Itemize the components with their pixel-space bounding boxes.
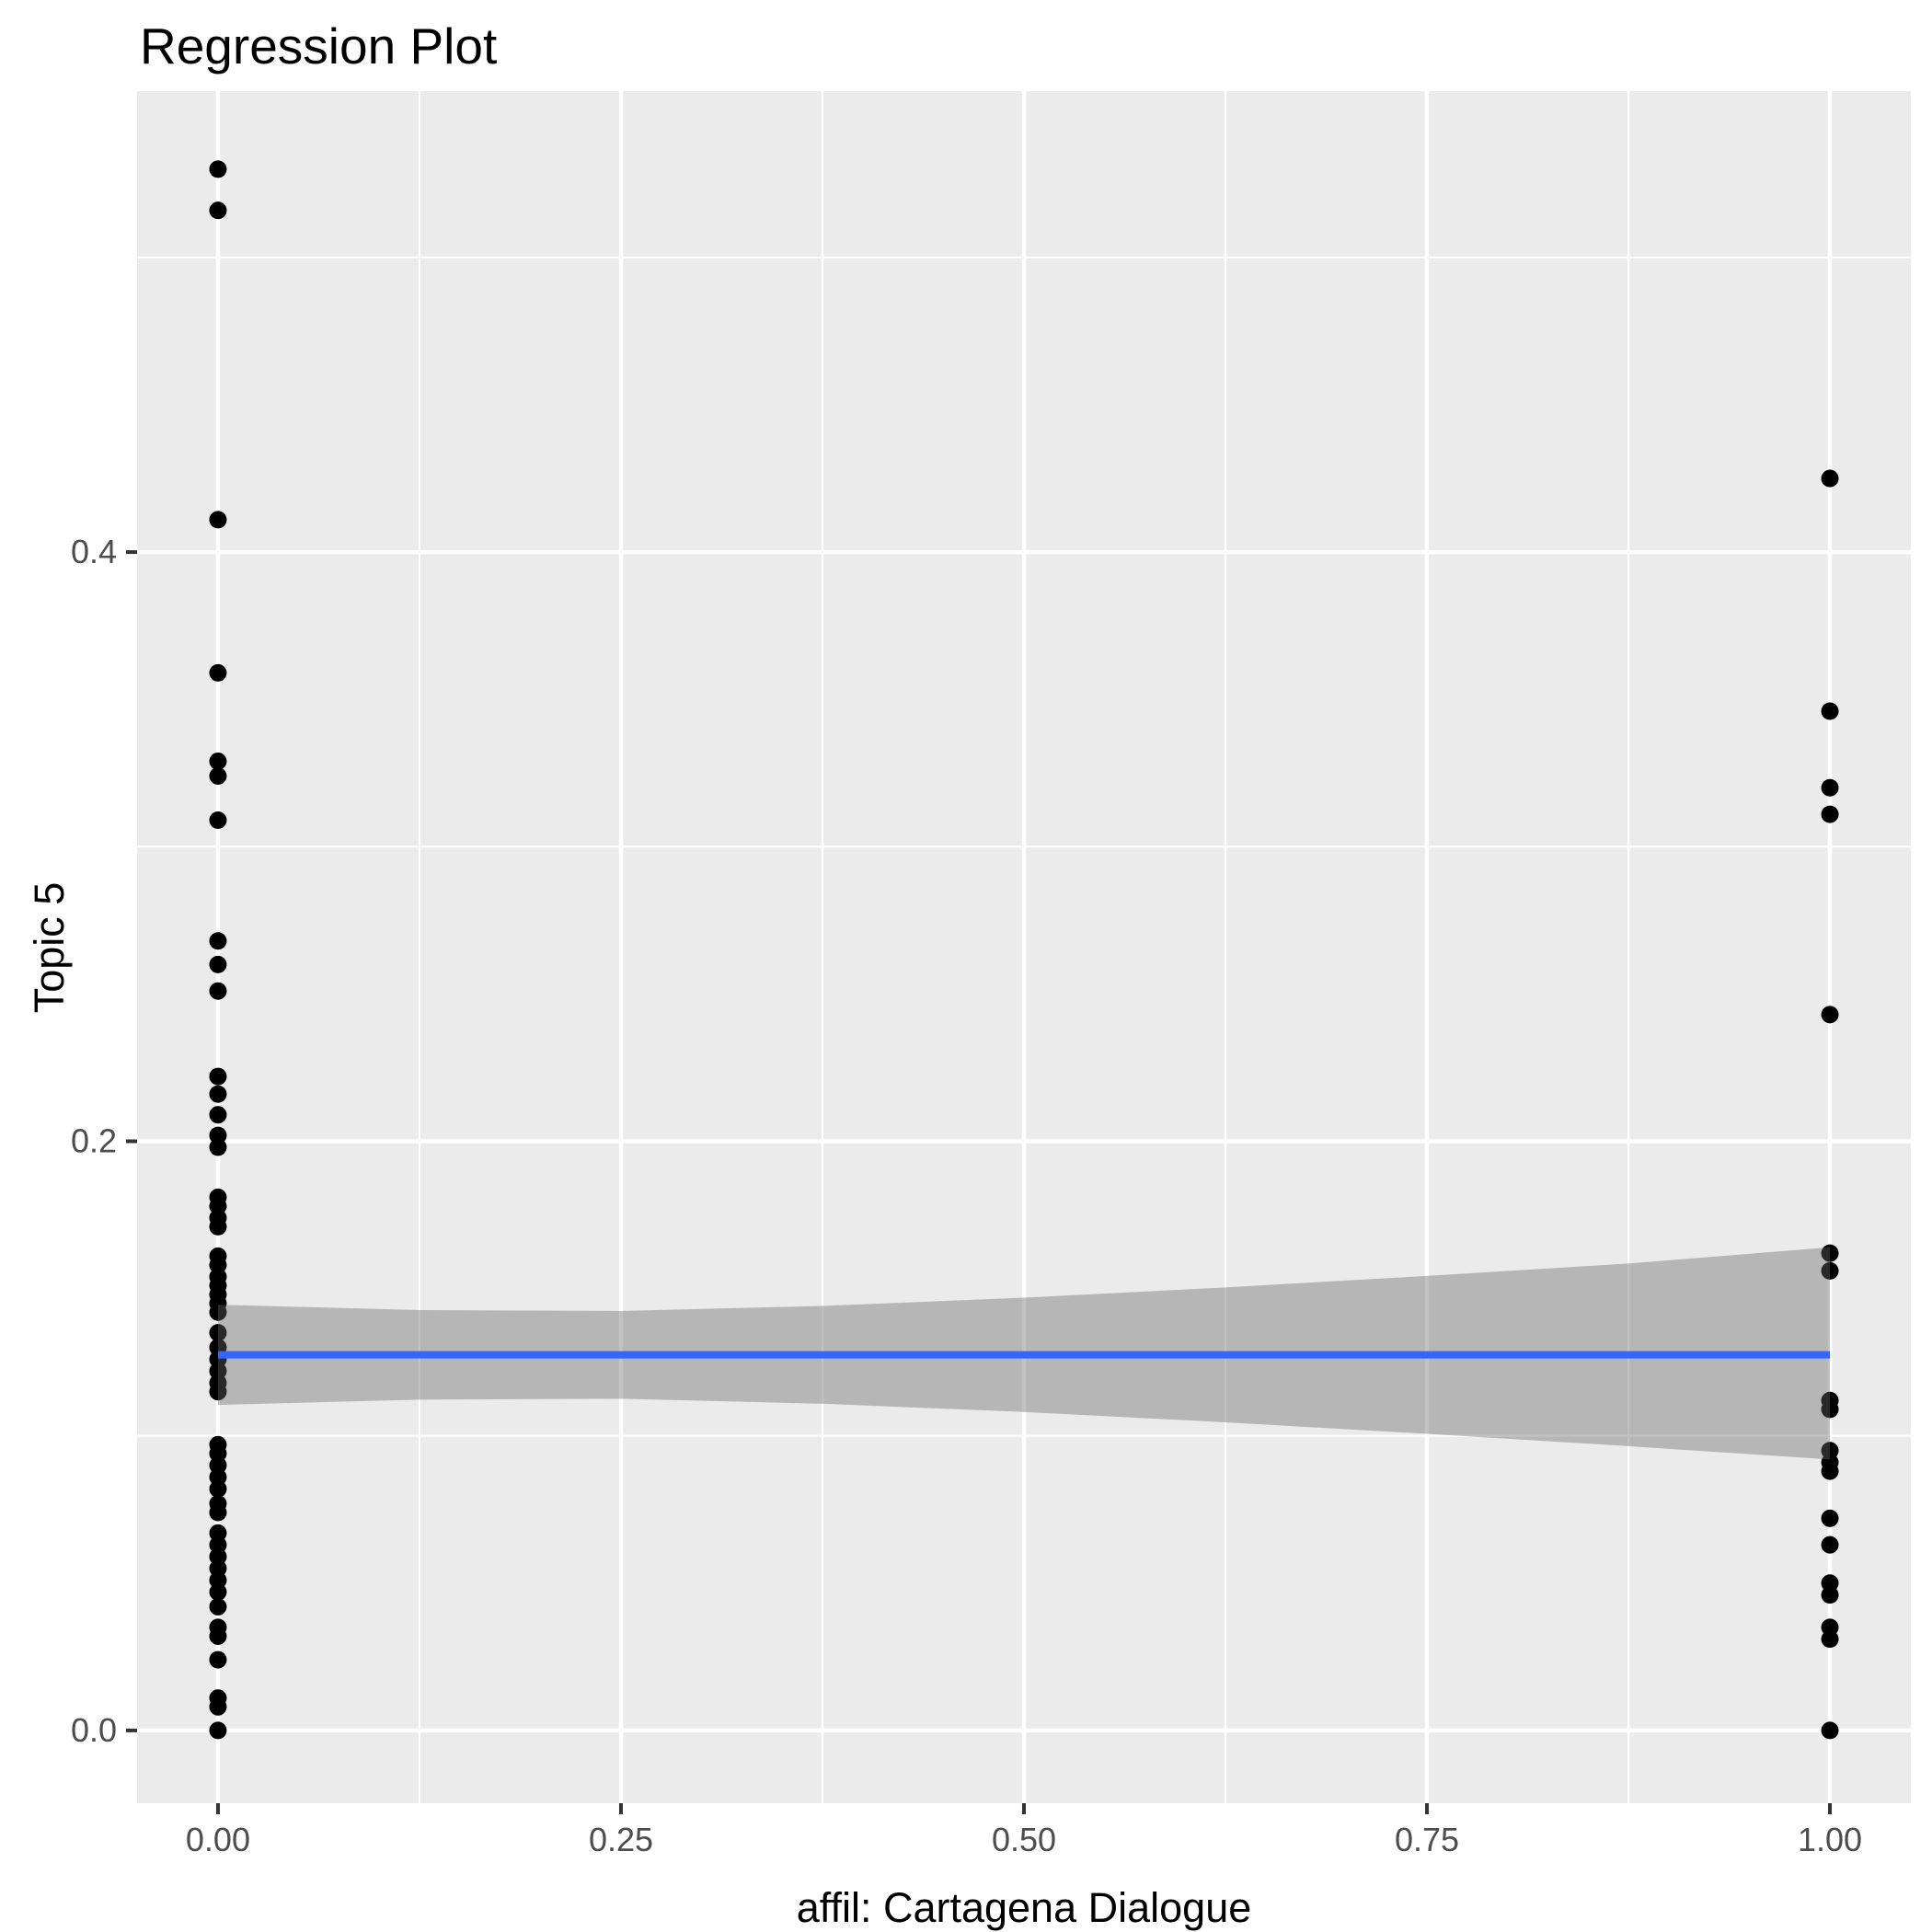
x-tick-label: 0.00 <box>186 1821 250 1858</box>
y-tick-label: 0.0 <box>71 1711 117 1749</box>
data-point <box>209 1067 227 1086</box>
data-point <box>209 1303 227 1321</box>
data-point <box>209 1479 227 1498</box>
x-tick-label: 0.50 <box>992 1821 1056 1858</box>
data-point <box>1821 469 1839 488</box>
data-point <box>1821 1006 1839 1024</box>
data-point <box>1821 1261 1839 1280</box>
data-point <box>1821 778 1839 797</box>
data-point <box>209 1582 227 1601</box>
data-point <box>1821 1535 1839 1554</box>
data-point <box>209 766 227 785</box>
data-point <box>209 1217 227 1236</box>
data-point <box>1821 1462 1839 1480</box>
x-tick-label: 0.75 <box>1395 1821 1459 1858</box>
data-point <box>209 955 227 973</box>
data-point <box>209 932 227 950</box>
plot-title: Regression Plot <box>140 17 498 75</box>
data-point <box>209 1627 227 1645</box>
data-point <box>1821 1630 1839 1649</box>
x-axis-title: affil: Cartagena Dialogue <box>796 1884 1252 1931</box>
x-tick-label: 1.00 <box>1798 1821 1862 1858</box>
data-point <box>209 1324 227 1342</box>
data-point <box>209 1697 227 1716</box>
data-point <box>209 511 227 529</box>
data-point <box>209 1383 227 1401</box>
data-point <box>1821 1509 1839 1527</box>
y-tick-label: 0.4 <box>71 533 117 570</box>
data-point <box>1821 702 1839 720</box>
data-point <box>209 1650 227 1669</box>
data-point <box>1821 1400 1839 1419</box>
data-point <box>209 982 227 1000</box>
y-tick-label: 0.2 <box>71 1122 117 1160</box>
data-point <box>209 1106 227 1124</box>
x-tick-label: 0.25 <box>589 1821 653 1858</box>
data-point <box>209 663 227 682</box>
data-point <box>209 201 227 220</box>
data-point <box>1821 805 1839 823</box>
data-point <box>209 1597 227 1616</box>
data-point <box>1821 1244 1839 1262</box>
data-point <box>209 811 227 829</box>
data-point <box>209 1721 227 1740</box>
data-point <box>209 752 227 770</box>
data-point <box>209 1138 227 1156</box>
data-point <box>209 1085 227 1103</box>
y-axis-title: Topic 5 <box>26 881 73 1014</box>
data-point <box>209 1503 227 1522</box>
data-point <box>1821 1586 1839 1604</box>
data-point <box>209 160 227 178</box>
data-point <box>1821 1721 1839 1740</box>
